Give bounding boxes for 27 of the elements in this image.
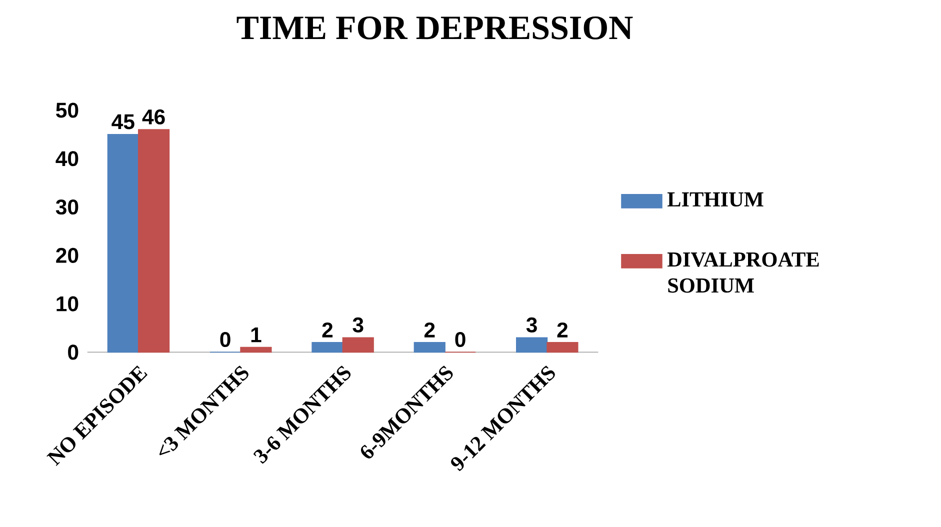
legend-label: DIVALPROATE SODIUM — [667, 252, 819, 293]
y-tick-label: 30 — [56, 199, 78, 215]
legend-label: LITHIUM — [667, 192, 764, 207]
bar — [240, 346, 272, 353]
data-label: 3 — [352, 317, 364, 332]
data-label: 3 — [526, 317, 537, 332]
data-label: 2 — [557, 322, 568, 338]
data-label: 0 — [220, 332, 230, 348]
y-tick-label: 50 — [56, 102, 78, 118]
bar — [546, 342, 578, 353]
bar — [516, 337, 548, 353]
bar — [312, 342, 344, 353]
y-tick-label: 40 — [56, 151, 78, 166]
y-tick-label: 10 — [56, 296, 78, 312]
chart-title: TIME FOR DEPRESSION — [236, 16, 633, 40]
data-label: 46 — [142, 109, 165, 124]
data-label: 45 — [112, 114, 134, 130]
bar — [107, 134, 139, 353]
y-tick-label: 20 — [56, 248, 78, 263]
data-label: 1 — [251, 328, 262, 342]
data-label: 0 — [455, 332, 466, 348]
bar — [414, 342, 446, 353]
y-tick-label: 0 — [68, 344, 78, 360]
bar — [138, 129, 170, 353]
bar — [342, 337, 374, 353]
data-label: 2 — [424, 322, 435, 338]
data-label: 2 — [322, 322, 333, 338]
